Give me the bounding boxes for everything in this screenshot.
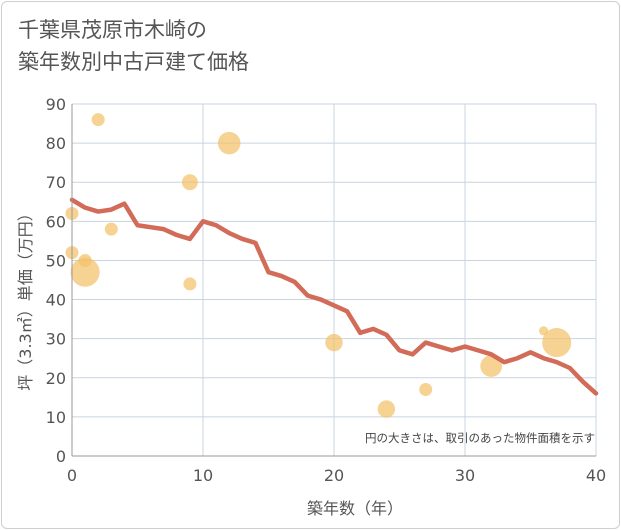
scatter-point	[419, 383, 433, 397]
chart-title: 千葉県茂原市木崎の 築年数別中古戸建て価格	[18, 14, 438, 78]
bubble-size-note: 円の大きさは、取引のあった物件面積を示す	[365, 431, 595, 445]
x-tick-label: 0	[67, 466, 77, 485]
x-tick-label: 30	[455, 466, 475, 485]
scatter-point	[325, 333, 343, 352]
y-tick-label: 0	[56, 447, 66, 466]
scatter-point	[542, 328, 572, 358]
y-tick-label: 20	[46, 369, 66, 388]
chart-title-line1: 千葉県茂原市木崎の	[18, 18, 207, 42]
y-tick-label: 80	[46, 134, 66, 153]
scatter-point	[217, 131, 241, 155]
y-tick-label: 30	[46, 330, 66, 349]
y-axis-label: 坪（3.3㎡）単価（万円）	[16, 205, 35, 390]
trend-line-group	[69, 197, 599, 396]
scatter-point	[70, 257, 100, 287]
y-tick-label: 60	[46, 212, 66, 231]
x-tick-label: 40	[586, 466, 606, 485]
x-axis-label: 築年数（年）	[307, 499, 403, 518]
chart-title-line2: 築年数別中古戸建て価格	[18, 50, 249, 74]
scatter-point	[104, 222, 118, 236]
y-tick-label: 10	[46, 408, 66, 427]
scatter-point	[91, 113, 105, 127]
grid-lines	[72, 103, 597, 456]
scatter-point	[480, 355, 503, 377]
scatter-bubbles	[65, 113, 572, 418]
scatter-point	[377, 400, 396, 418]
y-tick-label: 70	[46, 173, 66, 192]
x-tick-label: 20	[324, 466, 344, 485]
trend-line	[69, 197, 599, 396]
scatter-point	[183, 277, 197, 291]
x-tick-label: 10	[193, 466, 213, 485]
y-tick-label: 40	[46, 291, 66, 310]
tick-labels: 0 10 20 30 40 50 60 70 80 90 0 10 20 30 40	[46, 95, 607, 485]
axes	[71, 104, 596, 457]
y-tick-label: 50	[46, 251, 66, 270]
scatter-point	[181, 174, 198, 191]
scatter-point	[78, 253, 92, 267]
y-tick-label: 90	[46, 95, 66, 114]
